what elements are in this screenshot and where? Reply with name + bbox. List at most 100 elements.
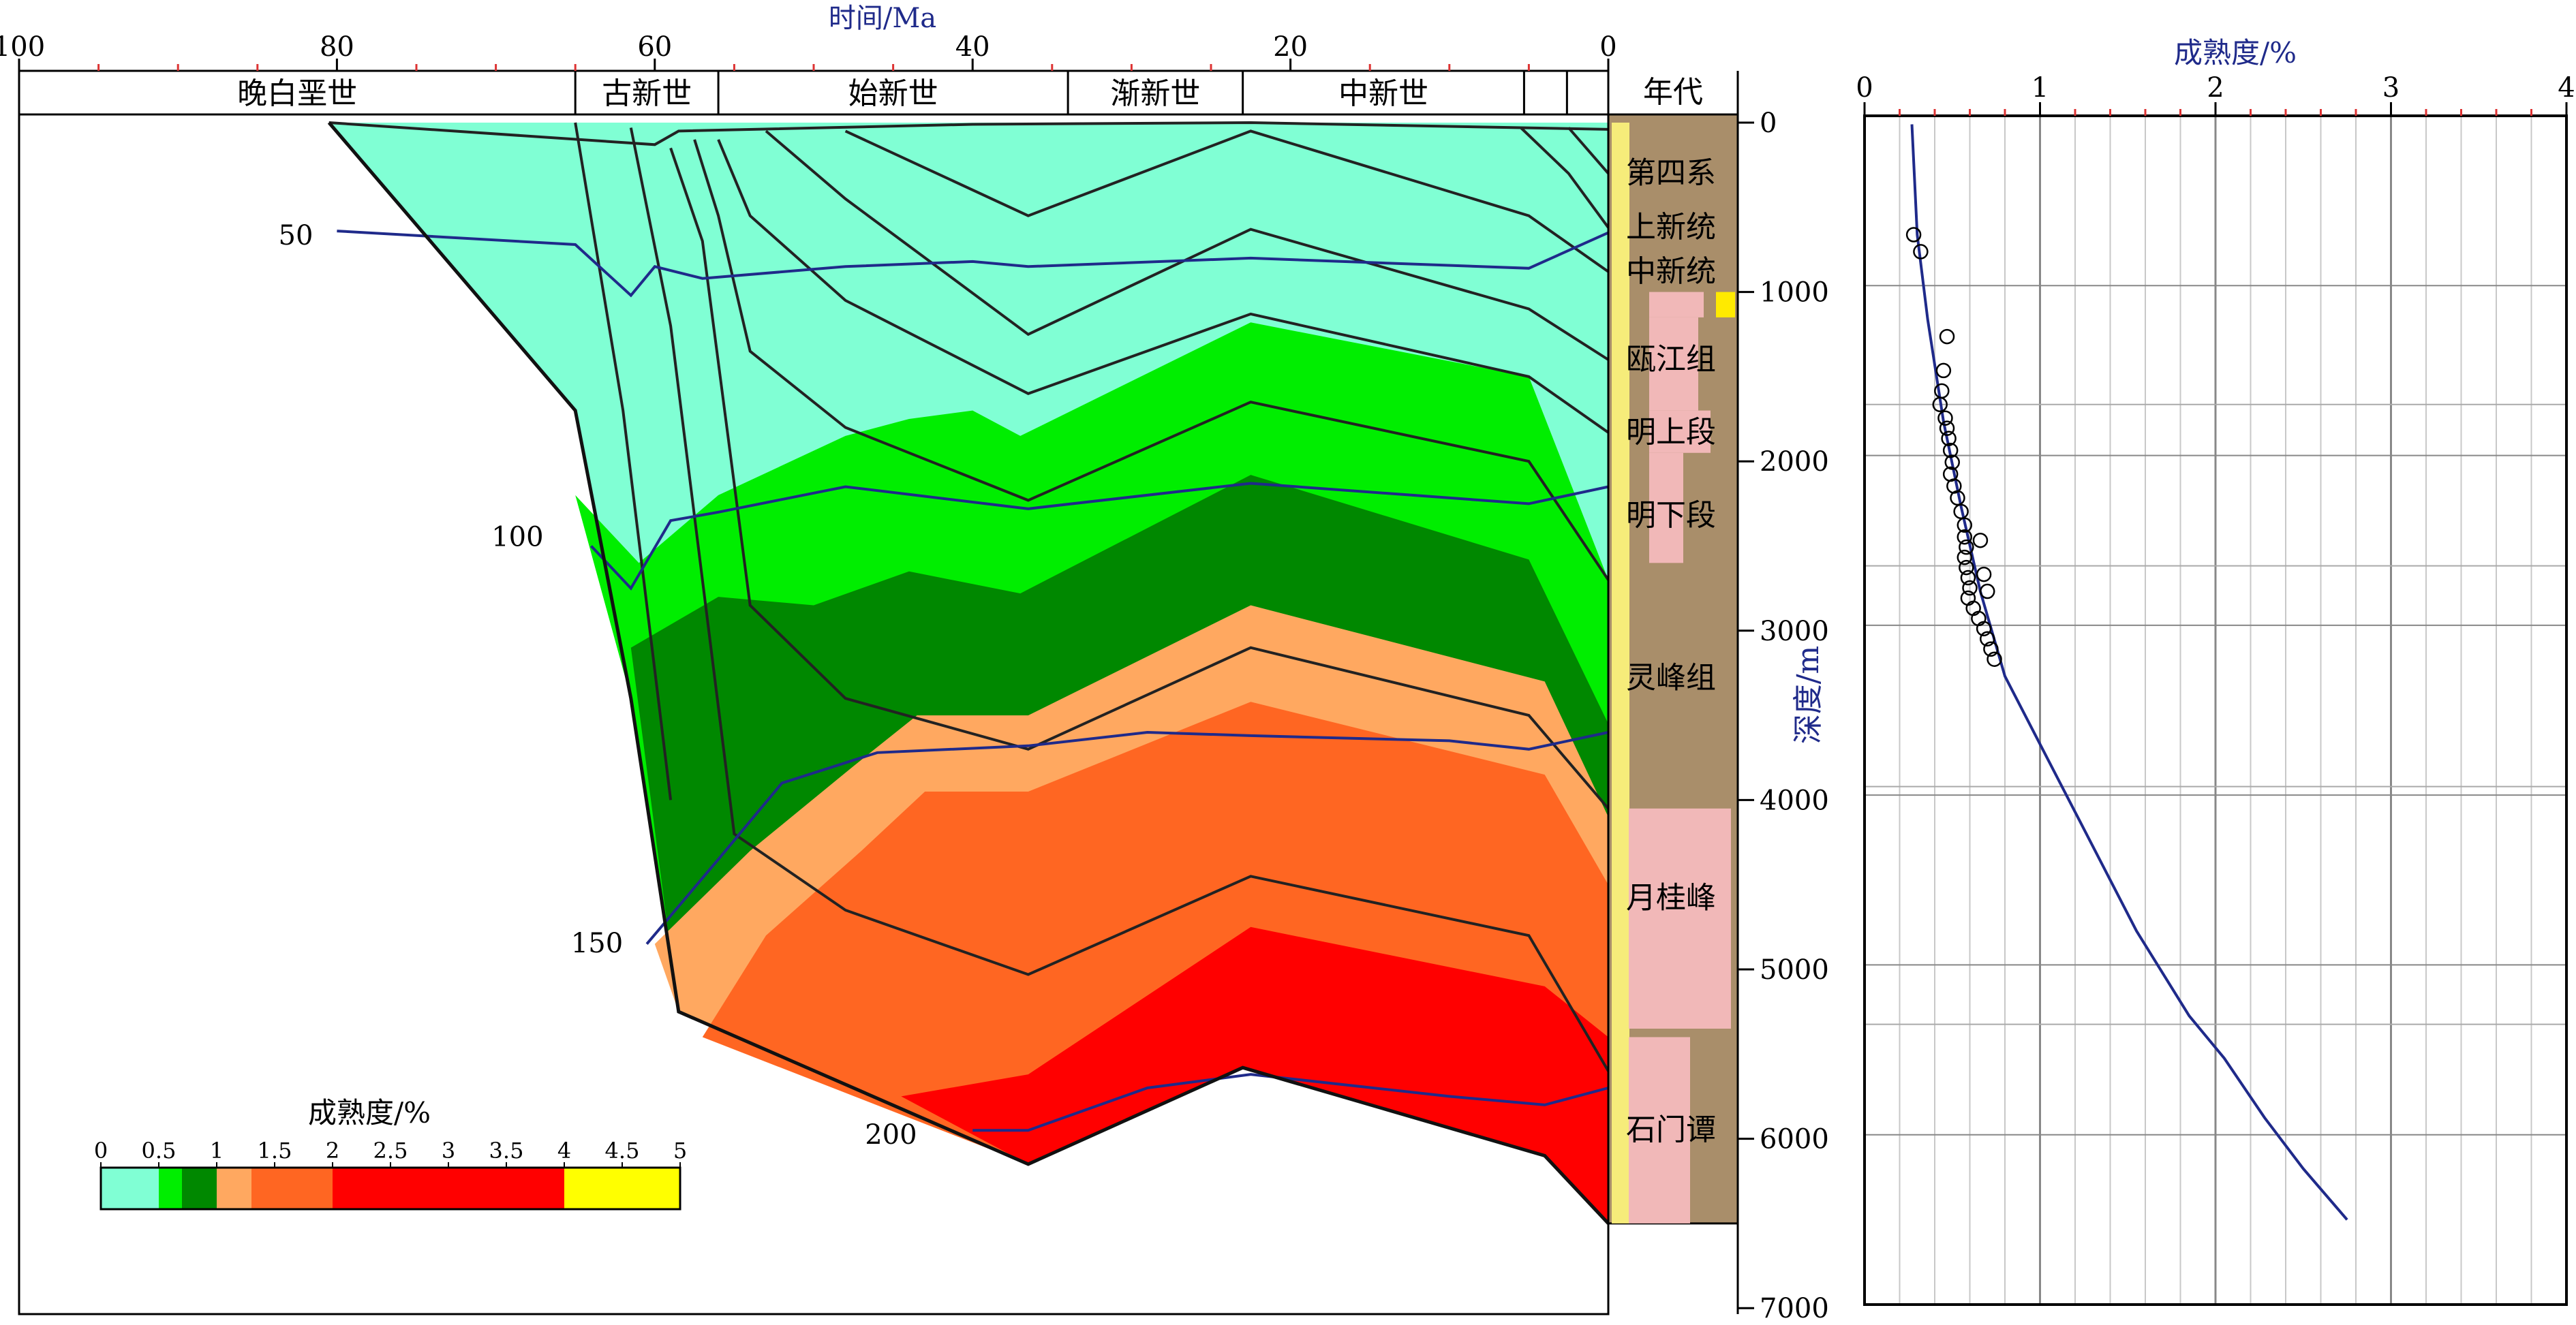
- epoch-label: 晚白垩世: [237, 76, 357, 111]
- profile-x-ticks: 0 1 2 3 4: [1856, 72, 2575, 116]
- epoch-label: 始新世: [848, 76, 938, 111]
- lithology-interval: [1649, 452, 1683, 563]
- observed-point: [1959, 539, 1974, 555]
- isotherm-150: [645, 730, 1609, 945]
- legend-swatch: [182, 1168, 217, 1209]
- observed-ro-points: [1905, 227, 2002, 667]
- profile-x-tick-label: 2: [2207, 72, 2224, 104]
- legend-swatch: [564, 1168, 680, 1209]
- time-tick-label: 100: [0, 31, 45, 63]
- depth-tick-label: 7000: [1760, 1293, 1829, 1324]
- depth-axis-ticks: 0 1000 2000 3000 4000 5000 6000 7000: [1738, 108, 1829, 1324]
- observed-point: [1980, 583, 1995, 599]
- observed-point: [1944, 454, 1960, 470]
- depth-axis-title: 深度/m: [1791, 646, 1826, 745]
- maturity-bands: [328, 123, 1609, 1223]
- time-axis-ticks: 100 80 60 40 20 0: [0, 31, 1617, 71]
- observed-point: [1972, 532, 1989, 548]
- profile-x-tick-label: 0: [1856, 72, 1873, 104]
- isotherm-200: [972, 1073, 1609, 1132]
- observed-point: [1913, 244, 1929, 260]
- epoch-label: 渐新世: [1110, 76, 1200, 111]
- lithology-interval: [1649, 410, 1711, 453]
- maturity-profile-chart: 0 1 2 3 4 成熟度/%: [1856, 36, 2575, 1306]
- temp-label-200: 200: [865, 1119, 917, 1151]
- legend-tick-label: 0: [94, 1138, 108, 1164]
- strat-unit-label: 灵峰组: [1626, 660, 1716, 695]
- observed-point: [1987, 651, 2002, 667]
- legend-tick-label: 0.5: [142, 1138, 177, 1164]
- legend-swatch: [101, 1168, 159, 1209]
- lithology-interval: [1716, 292, 1735, 317]
- lithology-interval: [1629, 808, 1731, 1029]
- strat-unit-label: 上新统: [1626, 210, 1716, 245]
- observed-point: [1960, 570, 1976, 586]
- profile-x-title: 成熟度/%: [2174, 36, 2297, 69]
- profile-x-tick-label: 3: [2382, 72, 2399, 104]
- observed-point: [1957, 517, 1973, 533]
- depth-tick-label: 2000: [1760, 446, 1829, 478]
- profile-x-tick-label: 1: [2031, 72, 2049, 104]
- burial-line-6: [765, 129, 1610, 361]
- basement-line: [327, 121, 1610, 1225]
- observed-point: [1905, 227, 1922, 243]
- burial-line-4: [693, 139, 1610, 581]
- observed-point: [1939, 420, 1955, 436]
- legend-swatch: [333, 1168, 564, 1209]
- depth-tick-label: 4000: [1760, 785, 1829, 816]
- observed-point: [1959, 559, 1974, 576]
- lithology-interval: [1649, 317, 1698, 411]
- strat-unit-label: 明上段: [1626, 415, 1716, 450]
- strat-unit-label: 第四系: [1626, 156, 1716, 191]
- observed-point: [1962, 580, 1978, 596]
- burial-line-9: [1567, 127, 1610, 174]
- burial-line-3: [669, 147, 1610, 810]
- strat-unit-label: 中新统: [1626, 254, 1716, 289]
- temperature-labels: 50 100 150 200: [279, 220, 917, 1151]
- legend-tick-label: 1.5: [258, 1138, 292, 1164]
- time-tick-label: 80: [320, 31, 354, 63]
- legend-tick-label: 5: [673, 1138, 687, 1164]
- isotherm-lines: [337, 230, 1609, 1132]
- legend-tick-label: 2.5: [373, 1138, 408, 1164]
- depth-tick-label: 0: [1760, 108, 1777, 139]
- time-axis-title: 时间/Ma: [829, 3, 936, 34]
- depth-tick-label: 5000: [1760, 954, 1829, 986]
- observed-point: [1983, 641, 1999, 657]
- depth-tick-label: 3000: [1760, 616, 1829, 647]
- depth-tick-label: 6000: [1760, 1124, 1829, 1155]
- legend-swatch: [217, 1168, 251, 1209]
- epoch-label: 中新世: [1338, 76, 1428, 111]
- observed-point: [1939, 328, 1955, 345]
- observed-point: [1976, 566, 1992, 582]
- sand-strip: [1612, 123, 1629, 1223]
- observed-point: [1932, 396, 1948, 413]
- burial-line-8: [1520, 127, 1610, 229]
- strat-header-label: 年代: [1643, 75, 1703, 110]
- legend-tick-label: 3: [442, 1138, 455, 1164]
- observed-point: [1937, 410, 1953, 426]
- observed-point: [1957, 529, 1973, 545]
- time-tick-label: 20: [1273, 31, 1308, 63]
- burial-line-2: [629, 127, 1610, 1072]
- observed-point: [1935, 362, 1952, 379]
- observed-point: [1934, 383, 1950, 399]
- observed-point: [1957, 549, 1973, 565]
- basement-outline: [327, 121, 1610, 1225]
- burial-line-7: [844, 129, 1610, 273]
- observed-point: [1941, 431, 1957, 446]
- observed-point: [1976, 621, 1992, 637]
- legend-swatch: [159, 1168, 182, 1209]
- time-tick-label: 60: [637, 31, 672, 63]
- band-ro-2-plus: [901, 926, 1608, 1223]
- lithology-interval: [1649, 292, 1704, 317]
- strat-unit-label: 月桂峰: [1626, 881, 1716, 916]
- temp-label-150: 150: [571, 928, 623, 959]
- legend-swatch: [251, 1168, 333, 1209]
- legend-tick-label: 4: [557, 1138, 571, 1164]
- legend-tick-label: 1: [210, 1138, 224, 1164]
- legend-tick-label: 2: [326, 1138, 339, 1164]
- strat-unit-label: 石门谭: [1626, 1112, 1716, 1147]
